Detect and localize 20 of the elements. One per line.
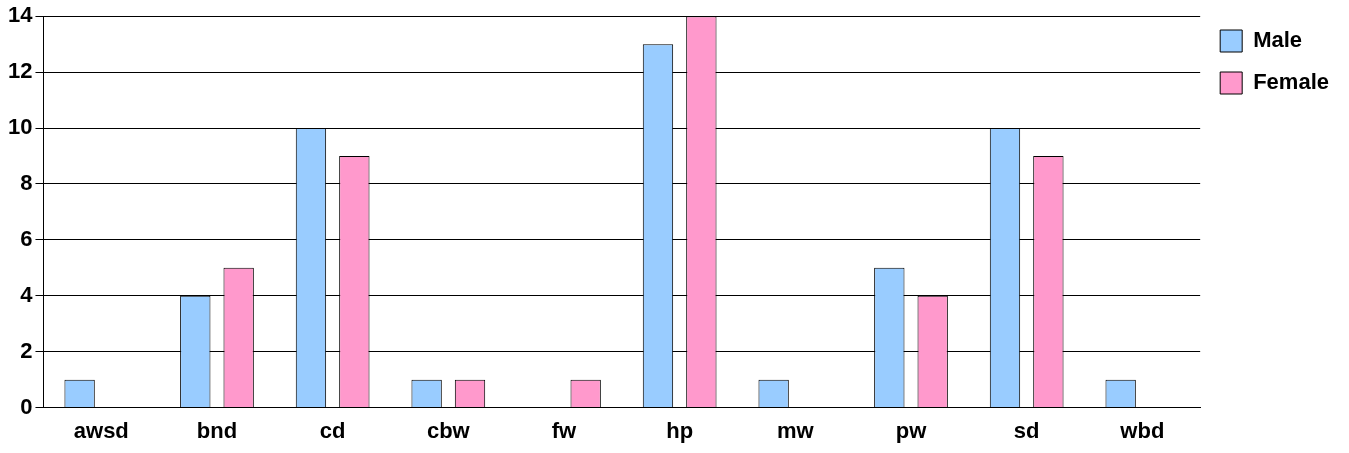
x-tick-label: fw (551, 417, 578, 443)
legend-label: Male (1253, 27, 1303, 53)
x-tick-label: cbw (426, 417, 471, 443)
y-tick-label: 0 (20, 393, 33, 419)
x-tick-label: mw (776, 417, 815, 443)
x-tick-label: cd (319, 417, 346, 443)
y-tick-label: 2 (20, 337, 33, 363)
x-tick-label: pw (895, 417, 928, 443)
x-tick-label: sd (1013, 417, 1040, 443)
x-tick-label: wbd (1119, 417, 1165, 443)
legend-label: Female (1253, 69, 1330, 95)
y-tick-label: 4 (20, 281, 34, 307)
x-tick-label: awsd (73, 417, 129, 443)
y-tick-label: 14 (7, 2, 34, 28)
y-tick-label: 6 (20, 225, 33, 251)
y-tick-label: 8 (20, 170, 33, 196)
y-tick-label: 10 (7, 114, 33, 140)
x-tick-label: bnd (196, 417, 238, 443)
y-tick-label: 12 (7, 58, 33, 84)
x-tick-label: hp (666, 417, 694, 443)
